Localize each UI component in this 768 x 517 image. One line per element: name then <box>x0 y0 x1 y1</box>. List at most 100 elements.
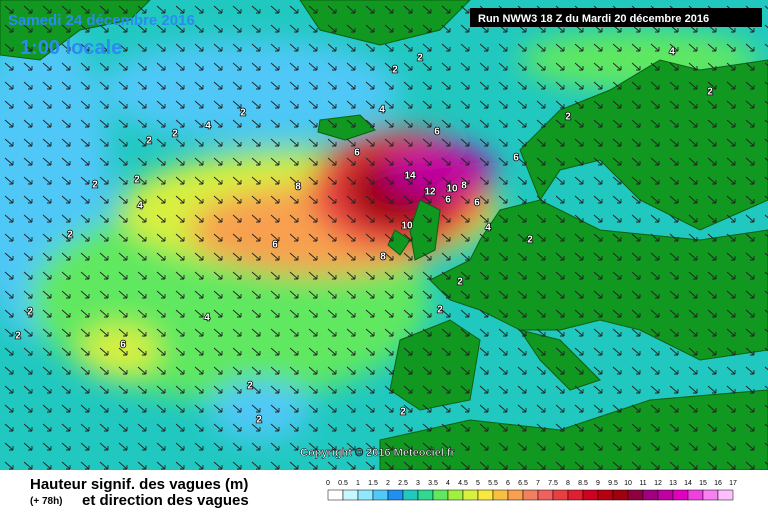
contour-label: 10 <box>446 184 458 195</box>
wave-direction-arrows <box>0 0 768 470</box>
scale-tick-label: 6 <box>506 480 510 487</box>
scale-box <box>612 489 629 501</box>
scale-tick-label: 2.5 <box>398 480 408 487</box>
scale-tick-label: 16 <box>714 480 722 487</box>
contour-label: 4 <box>204 313 210 324</box>
footer-lead: (+ 78h) <box>30 496 63 507</box>
footer-title: Hauteur signif. des vagues (m) <box>30 476 248 493</box>
contour-label: 2 <box>457 277 463 288</box>
contour-label: 2 <box>146 136 152 147</box>
contour-label: 2 <box>437 305 443 316</box>
contour-label: 2 <box>15 331 21 342</box>
scale-box <box>432 489 449 501</box>
scale-box <box>372 489 389 501</box>
scale-tick-label: 3 <box>416 480 420 487</box>
scale-tick-label: 7 <box>536 480 540 487</box>
contour-label: 6 <box>120 340 126 351</box>
contour-label: 6 <box>272 240 278 251</box>
contour-label: 6 <box>474 198 480 209</box>
scale-tick-label: 5.5 <box>488 480 498 487</box>
scale-box <box>642 489 659 501</box>
contour-label: 2 <box>707 87 713 98</box>
contour-label: 10 <box>401 221 413 232</box>
scale-box <box>582 489 599 501</box>
scale-tick-label: 10 <box>624 480 632 487</box>
scale-tick-label: 5 <box>476 480 480 487</box>
contour-label: 6 <box>513 153 519 164</box>
contour-label: 2 <box>134 175 140 186</box>
contour-label: 2 <box>527 235 533 246</box>
contour-label: 6 <box>445 195 451 206</box>
date-label: Samedi 24 décembre 2016 <box>8 12 195 29</box>
contour-label: 2 <box>400 407 406 418</box>
time-label: 1:00 locale <box>20 37 122 59</box>
contour-label: 2 <box>256 415 262 426</box>
contour-label: 14 <box>404 171 416 182</box>
scale-tick-label: 12 <box>654 480 662 487</box>
scale-tick-label: 1.5 <box>368 480 378 487</box>
contour-label: 4 <box>205 121 211 132</box>
scale-tick-label: 13 <box>669 480 677 487</box>
contour-label: 4 <box>137 201 143 212</box>
contour-label: 2 <box>92 180 98 191</box>
scale-box <box>687 489 704 501</box>
scale-box <box>537 489 554 501</box>
scale-box <box>567 489 584 501</box>
scale-tick-label: 4 <box>446 480 450 487</box>
scale-box <box>327 489 344 501</box>
contour-label: 12 <box>424 187 436 198</box>
scale-tick-label: 9 <box>596 480 600 487</box>
contour-label: 4 <box>485 223 491 234</box>
color-scale: 0 0.5 1 1.5 2 2.5 3 3.5 4 4.5 5 5.5 6 6.5 7 7.5 8 8.5 9 9.5… <box>326 480 737 501</box>
scale-box <box>477 489 494 501</box>
scale-box <box>597 489 614 501</box>
footer-subtitle: et direction des vagues <box>82 492 249 509</box>
copyright: Copyright © 2016 Meteociel.fr <box>300 447 456 459</box>
scale-box <box>552 489 569 501</box>
contour-label: 2 <box>172 129 178 140</box>
scale-box <box>417 489 434 501</box>
contour-label: 2 <box>417 53 423 64</box>
scale-tick-label: 8.5 <box>578 480 588 487</box>
scale-tick-label: 15 <box>699 480 707 487</box>
contour-label: 4 <box>669 47 675 58</box>
contour-label: 2 <box>565 112 571 123</box>
scale-tick-label: 3.5 <box>428 480 438 487</box>
scale-box <box>702 489 719 501</box>
scale-box <box>522 489 539 501</box>
contour-label: 2 <box>67 230 73 241</box>
scale-box <box>492 489 509 501</box>
scale-box <box>447 489 464 501</box>
scale-box <box>402 489 419 501</box>
scale-box <box>672 489 689 501</box>
contour-label: 8 <box>461 181 467 192</box>
contour-label: 6 <box>434 127 440 138</box>
scale-tick-label: 0 <box>326 480 330 487</box>
scale-tick-label: 7.5 <box>548 480 558 487</box>
scale-box <box>357 489 374 501</box>
scale-box <box>507 489 524 501</box>
contour-label: 2 <box>247 381 253 392</box>
scale-box <box>462 489 479 501</box>
contour-label: 8 <box>295 182 301 193</box>
scale-box <box>387 489 404 501</box>
scale-box <box>342 489 359 501</box>
contour-label: 2 <box>27 307 33 318</box>
scale-tick-label: 17 <box>729 480 737 487</box>
scale-tick-label: 14 <box>684 480 692 487</box>
scale-tick-label: 1 <box>356 480 360 487</box>
scale-box <box>717 489 734 501</box>
scale-tick-label: 8 <box>566 480 570 487</box>
contour-label: 6 <box>354 148 360 159</box>
scale-tick-label: 0.5 <box>338 480 348 487</box>
scale-box <box>627 489 644 501</box>
contour-label: 8 <box>380 252 386 263</box>
run-label: Run NWW3 18 Z du Mardi 20 décembre 2016 <box>478 13 709 25</box>
scale-tick-label: 11 <box>639 480 646 487</box>
scale-box <box>657 489 674 501</box>
contour-label: 2 <box>392 65 398 76</box>
scale-tick-label: 4.5 <box>458 480 468 487</box>
